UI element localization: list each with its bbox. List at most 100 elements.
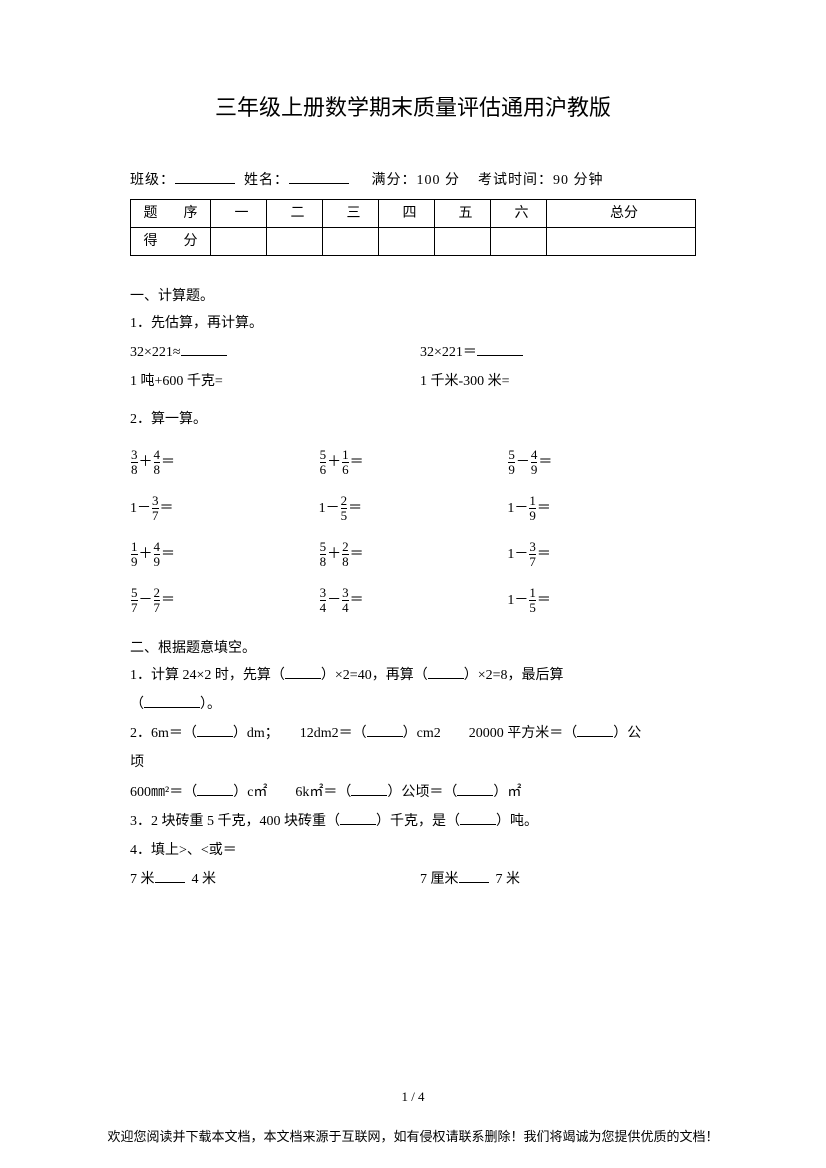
answer-blank[interactable] bbox=[197, 723, 233, 737]
s2-q2b: 600㎜²＝（）c㎡ 6k㎡＝（）公顷＝（）㎡ bbox=[130, 780, 696, 805]
answer-blank[interactable] bbox=[367, 723, 403, 737]
score-cell[interactable] bbox=[435, 227, 491, 255]
meta-row: 班级： 姓名： 满分：100 分 考试时间：90 分钟 bbox=[130, 168, 696, 193]
answer-blank[interactable] bbox=[155, 869, 185, 883]
score-col: 四 bbox=[379, 199, 435, 227]
score-cell[interactable] bbox=[267, 227, 323, 255]
answer-blank[interactable] bbox=[428, 665, 464, 679]
fraction: 25 bbox=[340, 494, 349, 524]
section-2-heading: 二、根据题意填空。 bbox=[130, 636, 696, 661]
answer-blank[interactable] bbox=[144, 694, 200, 708]
answer-blank[interactable] bbox=[340, 811, 376, 825]
page-title: 三年级上册数学期末质量评估通用沪教版 bbox=[130, 88, 696, 128]
score-total: 总分 bbox=[547, 199, 696, 227]
score-col: 一 bbox=[211, 199, 267, 227]
fraction-problem: 59－49＝ bbox=[507, 448, 696, 478]
q1-row: 32×221≈ 32×221＝ bbox=[130, 340, 696, 365]
score-header: 题 序 bbox=[131, 199, 211, 227]
score-col: 三 bbox=[323, 199, 379, 227]
fraction-problem: 1－15＝ bbox=[507, 586, 696, 616]
fraction: 19 bbox=[528, 494, 537, 524]
fraction-problem: 34－34＝ bbox=[319, 586, 508, 616]
fraction-row: 38＋48＝56＋16＝59－49＝ bbox=[130, 438, 696, 478]
fraction: 56 bbox=[319, 448, 328, 478]
fraction-problem: 1－37＝ bbox=[507, 540, 696, 570]
score-table: 题 序 一 二 三 四 五 六 总分 得 分 bbox=[130, 199, 696, 256]
fraction-row: 1－37＝1－25＝1－19＝ bbox=[130, 484, 696, 524]
answer-blank[interactable] bbox=[477, 342, 523, 356]
fraction: 38 bbox=[130, 448, 139, 478]
text: 4 米 bbox=[192, 872, 217, 887]
text: （ bbox=[130, 697, 144, 712]
s2-q1: 1．计算 24×2 时，先算（ ）×2=40，再算（ ）×2=8，最后算 bbox=[130, 663, 696, 688]
answer-blank[interactable] bbox=[577, 723, 613, 737]
text: 7 厘米 bbox=[420, 872, 459, 887]
fraction-problem: 1－37＝ bbox=[130, 494, 319, 524]
text: 2．6m＝（ bbox=[130, 726, 197, 741]
text: ）×2=40，再算（ bbox=[321, 668, 428, 683]
fraction: 37 bbox=[528, 540, 537, 570]
q1b-left: 1 吨+600 千克= bbox=[130, 369, 420, 394]
fraction: 34 bbox=[319, 586, 328, 616]
fraction: 16 bbox=[341, 448, 350, 478]
s2-q2-cont: 顷 bbox=[130, 750, 696, 775]
s2-q4-row: 7 米 4 米 7 厘米 7 米 bbox=[130, 867, 696, 892]
fraction-problem: 1－19＝ bbox=[507, 494, 696, 524]
table-row: 题 序 一 二 三 四 五 六 总分 bbox=[131, 199, 696, 227]
answer-blank[interactable] bbox=[285, 665, 321, 679]
score-cell[interactable] bbox=[323, 227, 379, 255]
answer-blank[interactable] bbox=[460, 811, 496, 825]
text: ）。 bbox=[200, 697, 221, 712]
fraction-problem: 56＋16＝ bbox=[319, 448, 508, 478]
section-1-heading: 一、计算题。 bbox=[130, 284, 696, 309]
answer-blank[interactable] bbox=[181, 342, 227, 356]
fraction: 48 bbox=[153, 448, 162, 478]
fraction: 49 bbox=[153, 540, 162, 570]
text: 600㎜²＝（ bbox=[130, 785, 197, 800]
fraction-problem: 58＋28＝ bbox=[319, 540, 508, 570]
fraction-row: 19＋49＝58＋28＝1－37＝ bbox=[130, 530, 696, 570]
text: 1．计算 24×2 时，先算（ bbox=[130, 668, 285, 683]
table-row: 得 分 bbox=[131, 227, 696, 255]
fraction-problems: 38＋48＝56＋16＝59－49＝1－37＝1－25＝1－19＝19＋49＝5… bbox=[130, 438, 696, 616]
fraction: 28 bbox=[341, 540, 350, 570]
time-value: 90 分钟 bbox=[553, 173, 604, 188]
text: ）×2=8，最后算 bbox=[464, 668, 564, 683]
time-label: 考试时间： bbox=[478, 173, 553, 188]
fullscore-label: 满分： bbox=[372, 173, 417, 188]
fraction: 15 bbox=[528, 586, 537, 616]
text: ）cm2 20000 平方米＝（ bbox=[403, 726, 578, 741]
fraction-problem: 19＋49＝ bbox=[130, 540, 319, 570]
s2-q1-cont: （ ）。 bbox=[130, 692, 696, 717]
answer-blank[interactable] bbox=[351, 782, 387, 796]
fraction: 37 bbox=[151, 494, 160, 524]
class-blank[interactable] bbox=[175, 170, 235, 184]
fraction: 57 bbox=[130, 586, 139, 616]
fraction: 34 bbox=[341, 586, 350, 616]
q1-right: 32×221＝ bbox=[420, 345, 477, 360]
text: 3．2 块砖重 5 千克，400 块砖重（ bbox=[130, 814, 340, 829]
name-blank[interactable] bbox=[289, 170, 349, 184]
score-cell[interactable] bbox=[379, 227, 435, 255]
q2-label: 2．算一算。 bbox=[130, 407, 696, 432]
fraction-row: 57－27＝34－34＝1－15＝ bbox=[130, 576, 696, 616]
q1b-right: 1 千米-300 米= bbox=[420, 369, 510, 394]
s2-q2: 2．6m＝（）dm； 12dm2＝（）cm2 20000 平方米＝（）公 bbox=[130, 721, 696, 746]
s2-q3: 3．2 块砖重 5 千克，400 块砖重（）千克，是（）吨。 bbox=[130, 809, 696, 834]
text: ）吨。 bbox=[496, 814, 538, 829]
text: ）公 bbox=[613, 726, 641, 741]
score-cell[interactable] bbox=[211, 227, 267, 255]
text: ）㎡ bbox=[493, 785, 521, 800]
fraction: 27 bbox=[153, 586, 162, 616]
score-cell[interactable] bbox=[491, 227, 547, 255]
name-label: 姓名： bbox=[244, 173, 289, 188]
fraction-problem: 1－25＝ bbox=[319, 494, 508, 524]
q1-left: 32×221≈ bbox=[130, 345, 181, 360]
score-cell[interactable] bbox=[547, 227, 696, 255]
answer-blank[interactable] bbox=[197, 782, 233, 796]
answer-blank[interactable] bbox=[459, 869, 489, 883]
text: 7 米 bbox=[130, 872, 155, 887]
text: ）c㎡ 6k㎡＝（ bbox=[233, 785, 351, 800]
fraction-problem: 38＋48＝ bbox=[130, 448, 319, 478]
answer-blank[interactable] bbox=[457, 782, 493, 796]
